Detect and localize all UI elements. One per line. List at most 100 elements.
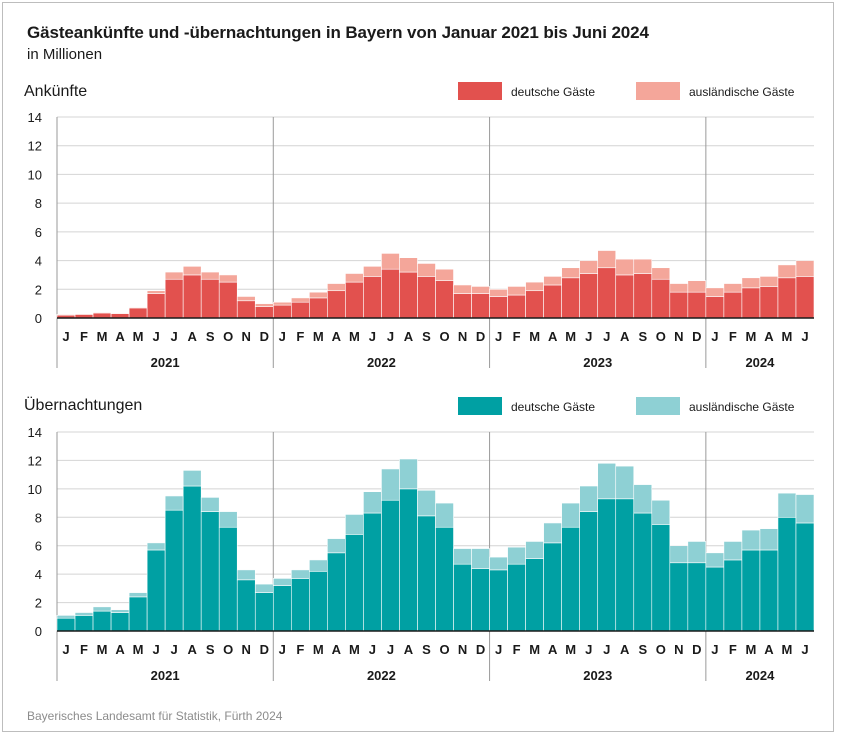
arrivals-bar-domestic — [615, 274, 635, 319]
arrivals-month-label: A — [404, 329, 414, 344]
arrivals-bar-foreign — [633, 258, 653, 274]
nights-bar-domestic — [777, 516, 797, 632]
nights-bar-foreign — [597, 462, 617, 500]
nights-bar-foreign — [471, 548, 490, 569]
nights-month-label: F — [513, 642, 521, 657]
arrivals-bar-foreign — [272, 301, 292, 306]
arrivals-month-label: A — [764, 329, 774, 344]
nights-bar-foreign — [705, 552, 725, 568]
arrivals-legend-label-domestic: deutsche Gäste — [511, 85, 595, 99]
arrivals-bar-foreign — [651, 267, 671, 280]
arrivals-bar-domestic — [363, 276, 382, 319]
arrivals-bar-foreign — [309, 291, 328, 299]
arrivals-bar-domestic — [579, 273, 599, 319]
arrivals-bar-domestic — [309, 297, 328, 319]
nights-bar-foreign — [525, 541, 544, 559]
nights-bar-foreign — [110, 609, 130, 613]
nights-bar-foreign — [615, 465, 635, 500]
arrivals-bar-domestic — [218, 281, 238, 319]
arrivals-month-label: F — [729, 329, 737, 344]
nights-bar-foreign — [200, 497, 220, 512]
arrivals-bar-foreign — [254, 303, 274, 307]
arrivals-legend-swatch-foreign — [636, 82, 680, 100]
nights-bar-domestic — [561, 526, 580, 632]
nights-legend-swatch-foreign — [636, 397, 680, 415]
arrivals-month-label: A — [620, 329, 630, 344]
arrivals-y-tick-label: 6 — [35, 225, 42, 240]
nights-legend-swatch-domestic — [458, 397, 502, 415]
nights-y-tick-label: 4 — [35, 567, 42, 582]
arrivals-y-tick-label: 2 — [35, 282, 42, 297]
arrivals-month-label: N — [458, 329, 467, 344]
nights-month-label: M — [782, 642, 793, 657]
nights-bar-foreign — [723, 541, 743, 561]
arrivals-bar-foreign — [381, 253, 400, 270]
arrivals-panel-title: Ankünfte — [24, 83, 87, 100]
arrivals-bar-domestic — [164, 278, 184, 319]
arrivals-year-label: 2021 — [151, 355, 180, 370]
arrivals-bar-foreign — [525, 281, 544, 292]
arrivals-month-label: D — [692, 329, 701, 344]
nights-bar-foreign — [381, 468, 400, 501]
nights-bar-domestic — [741, 549, 761, 632]
nights-bar-foreign — [795, 494, 815, 524]
nights-bar-domestic — [236, 579, 256, 632]
arrivals-bar-foreign — [435, 268, 454, 281]
nights-month-label: M — [745, 642, 756, 657]
nights-bar-domestic — [110, 612, 130, 632]
nights-month-label: J — [171, 642, 178, 657]
arrivals-month-label: M — [349, 329, 360, 344]
nights-bar-foreign — [687, 541, 707, 564]
nights-bar-domestic — [795, 522, 815, 632]
nights-month-label: J — [279, 642, 286, 657]
arrivals-month-label: N — [242, 329, 251, 344]
nights-month-label: O — [439, 642, 449, 657]
nights-bar-domestic — [291, 578, 310, 632]
nights-y-tick-label: 6 — [35, 539, 42, 554]
arrivals-bar-domestic — [399, 271, 418, 319]
arrivals-month-label: F — [80, 329, 88, 344]
nights-month-label: J — [801, 642, 808, 657]
arrivals-month-label: A — [115, 329, 125, 344]
nights-month-label: N — [674, 642, 683, 657]
arrivals-bar-foreign — [669, 283, 689, 293]
arrivals-bar-domestic — [759, 286, 779, 319]
arrivals-bar-domestic — [254, 306, 274, 319]
nights-month-label: F — [729, 642, 737, 657]
nights-year-label: 2021 — [151, 668, 180, 683]
nights-month-label: J — [711, 642, 718, 657]
nights-bar-foreign — [777, 492, 797, 518]
nights-y-tick-label: 2 — [35, 596, 42, 611]
nights-year-label: 2023 — [583, 668, 612, 683]
nights-month-label: A — [548, 642, 558, 657]
arrivals-legend-swatch-domestic — [458, 82, 502, 100]
arrivals-month-label: J — [603, 329, 610, 344]
arrivals-bar-domestic — [543, 284, 562, 319]
arrivals-bar-foreign — [543, 276, 562, 286]
nights-bar-domestic — [759, 549, 779, 632]
arrivals-bar-domestic — [471, 293, 490, 319]
arrivals-month-label: M — [313, 329, 324, 344]
arrivals-bar-foreign — [759, 276, 779, 287]
arrivals-bar-foreign — [579, 260, 599, 274]
nights-bar-foreign — [417, 489, 436, 517]
arrivals-bar-domestic — [507, 294, 526, 319]
nights-bar-domestic — [651, 524, 671, 632]
nights-month-label: M — [529, 642, 540, 657]
nights-bar-foreign — [182, 470, 202, 487]
arrivals-month-label: O — [656, 329, 666, 344]
arrivals-bar-foreign — [200, 271, 220, 280]
arrivals-bar-foreign — [777, 264, 797, 279]
nights-month-label: F — [80, 642, 88, 657]
arrivals-bar-domestic — [92, 312, 112, 319]
arrivals-bar-foreign — [723, 283, 743, 293]
nights-bar-domestic — [254, 592, 274, 632]
arrivals-bar-domestic — [669, 291, 689, 319]
nights-bar-domestic — [92, 610, 112, 632]
arrivals-month-label: M — [97, 329, 108, 344]
nights-month-label: J — [495, 642, 502, 657]
nights-bar-foreign — [543, 522, 562, 544]
nights-bar-domestic — [723, 559, 743, 632]
nights-bar-foreign — [435, 502, 454, 528]
nights-bar-domestic — [543, 542, 562, 632]
